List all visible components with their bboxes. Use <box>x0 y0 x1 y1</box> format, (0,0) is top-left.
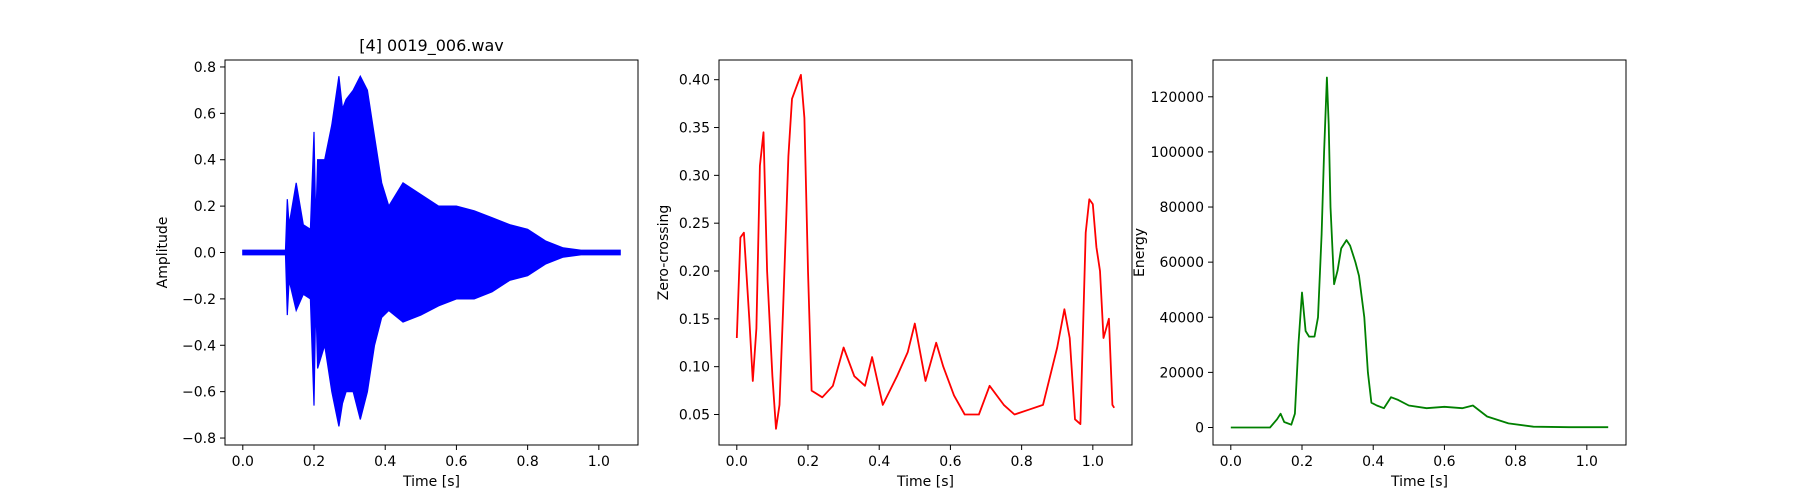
energy-y-tick-label: 60000 <box>1159 255 1204 271</box>
energy-x-axis-label: Time [s] <box>1390 474 1448 490</box>
energy-series-line <box>1230 76 1609 429</box>
waveform-y-tick-label: 0.2 <box>194 199 216 215</box>
waveform-x-axis-label: Time [s] <box>402 474 460 490</box>
energy-y-tick-label: 40000 <box>1159 310 1204 326</box>
waveform-x-tick-label: 0.4 <box>374 454 396 470</box>
zero-crossing-x-tick-label: 0.2 <box>797 454 819 470</box>
zero-crossing-x-tick-label: 1.0 <box>1082 454 1104 470</box>
zero-crossing-y-tick-label: 0.35 <box>679 121 710 137</box>
energy-y-tick-label: 120000 <box>1151 90 1204 106</box>
waveform-y-tick-label: −0.8 <box>182 431 216 447</box>
zero-crossing-y-tick-label: 0.25 <box>679 216 710 232</box>
zero-crossing-x-tick-label: 0.4 <box>868 454 890 470</box>
waveform-y-tick-label: −0.6 <box>182 385 216 401</box>
zero-crossing-y-tick-label: 0.20 <box>679 264 710 280</box>
waveform-x-tick-label: 1.0 <box>588 454 610 470</box>
waveform-y-tick-label: 0.4 <box>194 153 216 169</box>
waveform-x-tick-label: 0.6 <box>445 454 467 470</box>
zero-crossing-x-tick-label: 0.0 <box>726 454 748 470</box>
waveform-y-tick-label: 0.6 <box>194 106 216 122</box>
zero-crossing-series-line <box>735 74 1115 430</box>
energy-x-tick-label: 0.8 <box>1504 454 1526 470</box>
energy-x-tick-label: 0.4 <box>1362 454 1384 470</box>
energy-y-tick-label: 20000 <box>1159 365 1204 381</box>
zero-crossing-y-tick-label: 0.15 <box>679 312 710 328</box>
waveform-y-axis-label: Amplitude <box>155 217 171 289</box>
energy-y-axis-label: Energy <box>1132 228 1148 277</box>
waveform-waveform-line <box>242 74 621 427</box>
zero-crossing-y-tick-label: 0.30 <box>679 168 710 184</box>
energy-y-tick-label: 80000 <box>1159 200 1204 216</box>
waveform-x-tick-label: 0.2 <box>303 454 325 470</box>
zero-crossing-y-tick-label: 0.40 <box>679 73 710 89</box>
waveform-y-tick-label: 0.0 <box>194 246 216 262</box>
zero-crossing-y-tick-label: 0.10 <box>679 360 710 376</box>
energy-x-tick-label: 0.0 <box>1220 454 1242 470</box>
energy-x-tick-label: 0.6 <box>1433 454 1455 470</box>
waveform-chart: 0.0 0.2 0.4 0.6 0.8 1.0 −0.8 −0.6 −0.4 −0.2 0.0 0.2… <box>155 36 639 490</box>
energy-axes-frame <box>1212 59 1627 446</box>
zero-crossing-x-tick-label: 0.8 <box>1010 454 1032 470</box>
waveform-x-tick-label: 0.8 <box>516 454 538 470</box>
energy-chart: 0.0 0.2 0.4 0.6 0.8 1.0 0 20000 40000 60000 80000 1… <box>1132 59 1627 490</box>
zero-crossing-x-axis-label: Time [s] <box>896 474 954 490</box>
energy-y-tick-label: 0 <box>1195 421 1204 437</box>
waveform-x-tick-label: 0.0 <box>232 454 254 470</box>
waveform-y-tick-label: −0.4 <box>182 338 216 354</box>
energy-x-tick-label: 1.0 <box>1576 454 1598 470</box>
zero-crossing-chart: 0.0 0.2 0.4 0.6 0.8 1.0 0.05 0.10 0.15 0.20 0.25 0.… <box>656 59 1133 490</box>
zero-crossing-y-axis-label: Zero-crossing <box>656 205 672 300</box>
energy-x-tick-label: 0.2 <box>1291 454 1313 470</box>
zero-crossing-axes-frame <box>718 59 1133 446</box>
energy-y-tick-label: 100000 <box>1151 145 1204 161</box>
zero-crossing-y-tick-label: 0.05 <box>679 407 710 423</box>
waveform-y-tick-label: −0.2 <box>182 292 216 308</box>
zero-crossing-x-tick-label: 0.6 <box>939 454 961 470</box>
waveform-y-tick-label: 0.8 <box>194 60 216 76</box>
waveform-chart-title: [4] 0019_006.wav <box>359 36 503 56</box>
